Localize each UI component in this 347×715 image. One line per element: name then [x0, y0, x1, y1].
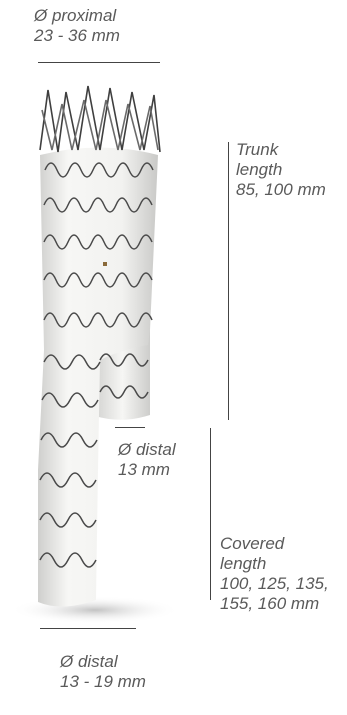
stent-rings — [39, 162, 154, 568]
covered-line1: Covered — [220, 534, 285, 553]
proximal-diameter-label: Ø proximal 23 - 36 mm — [34, 6, 120, 46]
radiopaque-marker — [103, 262, 107, 266]
distal-long-title: Ø distal — [60, 652, 118, 671]
distal-long-label: Ø distal 13 - 19 mm — [60, 652, 146, 692]
trunk-line2: length — [236, 160, 283, 179]
distal-short-label: Ø distal 13 mm — [118, 440, 176, 480]
proximal-rule — [38, 62, 160, 63]
bare-stent — [39, 85, 161, 153]
trunk-value: 85, 100 mm — [236, 180, 326, 199]
covered-line2: length — [220, 554, 267, 573]
trunk-line1: Trunk — [236, 140, 279, 159]
distal-short-title: Ø distal — [118, 440, 176, 459]
covered-value2: 155, 160 mm — [220, 594, 320, 613]
distal-short-rule — [115, 427, 145, 428]
proximal-title: Ø proximal — [34, 6, 117, 25]
trunk-rule — [228, 142, 229, 420]
covered-value1: 100, 125, 135, — [220, 574, 329, 593]
covered-rule — [210, 428, 211, 600]
graft-body — [38, 147, 158, 607]
trunk-length-label: Trunk length 85, 100 mm — [236, 140, 326, 200]
covered-length-label: Covered length 100, 125, 135, 155, 160 m… — [220, 534, 329, 614]
distal-long-rule — [40, 628, 136, 629]
proximal-value: 23 - 36 mm — [34, 26, 120, 45]
distal-short-value: 13 mm — [118, 460, 170, 479]
distal-long-value: 13 - 19 mm — [60, 672, 146, 691]
